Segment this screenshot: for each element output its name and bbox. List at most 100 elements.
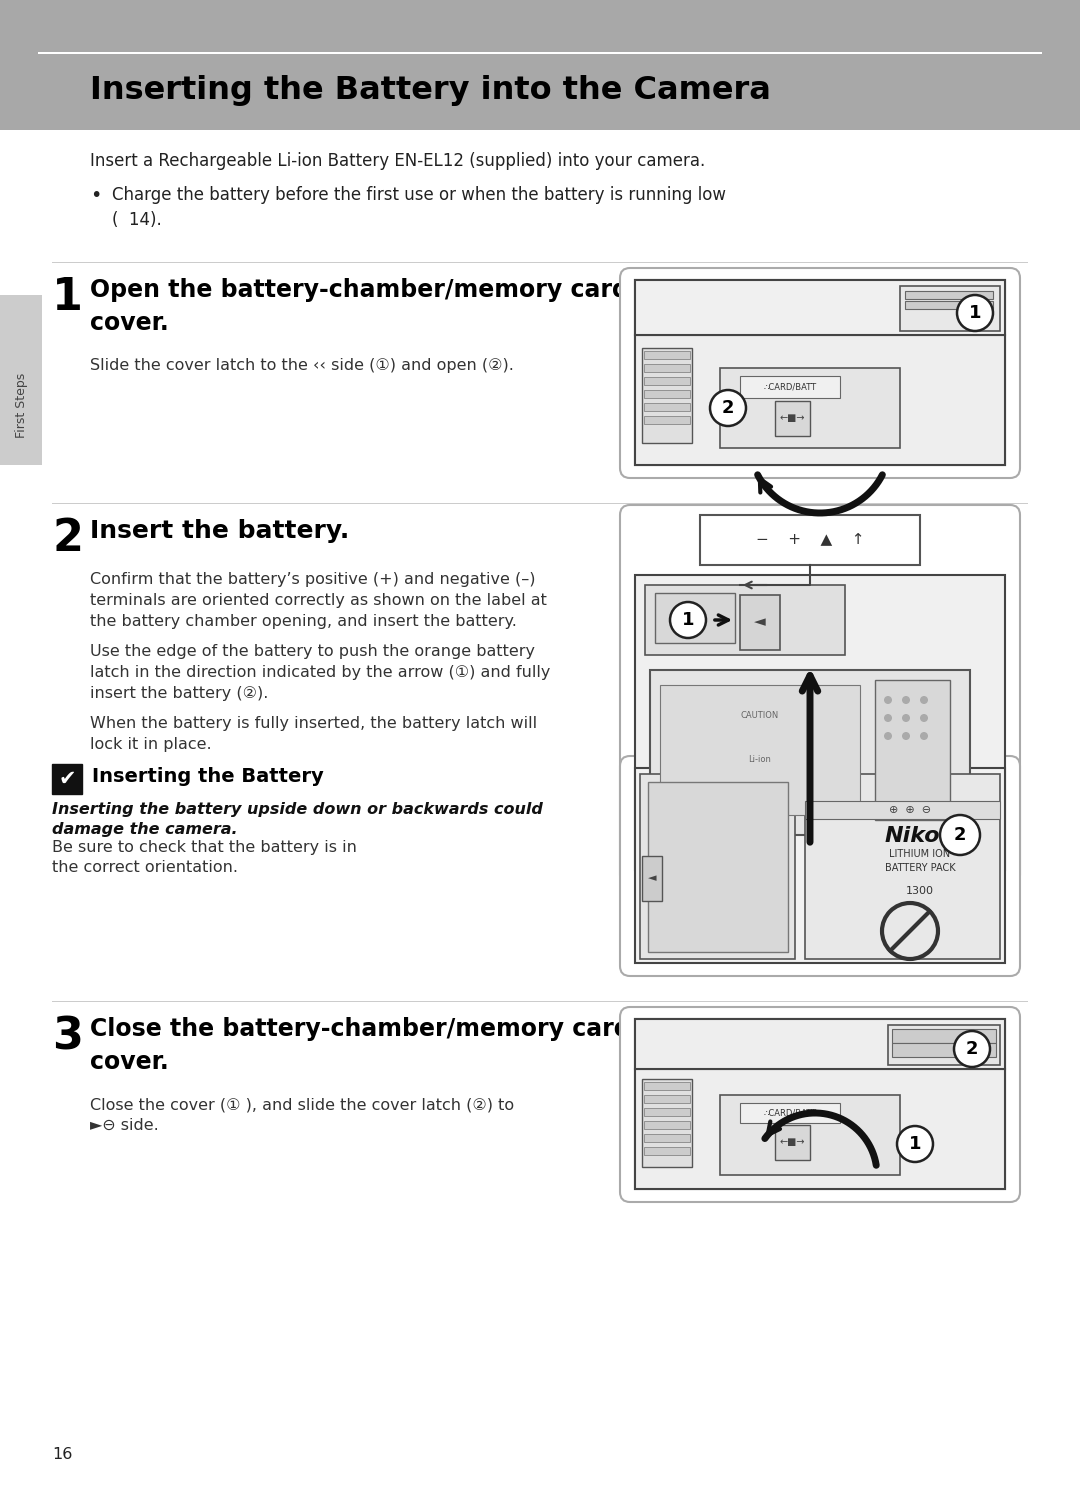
Circle shape bbox=[897, 1126, 933, 1162]
Text: 2: 2 bbox=[966, 1040, 978, 1058]
Circle shape bbox=[885, 713, 892, 722]
Bar bbox=[644, 403, 690, 412]
Bar bbox=[52, 764, 82, 794]
Bar bbox=[660, 685, 860, 814]
Text: 3: 3 bbox=[52, 1015, 83, 1058]
Bar bbox=[635, 768, 1005, 963]
Text: −    +    ▲    ↑: − + ▲ ↑ bbox=[756, 532, 864, 547]
Bar bbox=[635, 1019, 1005, 1068]
Bar bbox=[740, 594, 780, 649]
Bar bbox=[644, 1109, 690, 1116]
Text: Li-ion: Li-ion bbox=[748, 755, 771, 764]
FancyBboxPatch shape bbox=[620, 756, 1020, 976]
Circle shape bbox=[670, 602, 706, 637]
Text: LITHIUM ION
BATTERY PACK: LITHIUM ION BATTERY PACK bbox=[885, 850, 956, 872]
Text: Use the edge of the battery to push the orange battery
latch in the direction in: Use the edge of the battery to push the … bbox=[90, 643, 551, 701]
Bar bbox=[644, 351, 690, 360]
Text: First Steps: First Steps bbox=[14, 373, 27, 437]
Text: Insert the battery.: Insert the battery. bbox=[90, 519, 349, 542]
Bar bbox=[644, 1120, 690, 1129]
Bar bbox=[640, 774, 795, 958]
Text: 1: 1 bbox=[52, 276, 83, 319]
Bar bbox=[720, 1095, 900, 1175]
Text: ←■→: ←■→ bbox=[780, 413, 805, 424]
Bar bbox=[700, 516, 920, 565]
Text: 2: 2 bbox=[721, 400, 734, 418]
Bar bbox=[650, 670, 970, 835]
Bar bbox=[648, 782, 788, 953]
Text: Slide the cover latch to the ‹‹ side (①) and open (②).: Slide the cover latch to the ‹‹ side (①)… bbox=[90, 358, 514, 373]
Circle shape bbox=[902, 695, 910, 704]
Text: ⊕  ⊕  ⊖: ⊕ ⊕ ⊖ bbox=[889, 805, 931, 814]
Bar bbox=[635, 575, 1005, 869]
Bar bbox=[775, 1125, 810, 1161]
Bar bbox=[905, 291, 993, 299]
Bar bbox=[740, 376, 840, 398]
Text: Insert a Rechargeable Li-ion Battery EN-EL12 (supplied) into your camera.: Insert a Rechargeable Li-ion Battery EN-… bbox=[90, 152, 705, 169]
Bar bbox=[888, 1025, 1000, 1065]
Circle shape bbox=[954, 1031, 990, 1067]
Text: 1300: 1300 bbox=[906, 886, 934, 896]
Circle shape bbox=[940, 814, 980, 854]
Text: 2: 2 bbox=[52, 517, 83, 560]
Circle shape bbox=[710, 389, 746, 426]
Text: ◄: ◄ bbox=[754, 615, 766, 630]
Bar bbox=[0, 296, 42, 465]
Bar bbox=[720, 369, 900, 447]
Text: Be sure to check that the battery is in
the correct orientation.: Be sure to check that the battery is in … bbox=[52, 840, 356, 875]
Text: 1: 1 bbox=[908, 1135, 921, 1153]
Bar bbox=[642, 1079, 692, 1167]
Text: 1: 1 bbox=[681, 611, 694, 629]
Bar bbox=[875, 681, 950, 820]
Bar bbox=[644, 1082, 690, 1091]
Bar bbox=[892, 1043, 996, 1057]
Circle shape bbox=[920, 695, 928, 704]
Bar bbox=[642, 348, 692, 443]
Text: Close the battery-chamber/memory card slot
cover.: Close the battery-chamber/memory card sl… bbox=[90, 1016, 689, 1073]
Bar bbox=[644, 377, 690, 385]
Text: 16: 16 bbox=[52, 1447, 72, 1462]
Circle shape bbox=[885, 695, 892, 704]
Text: Inserting the battery upside down or backwards could
damage the camera.: Inserting the battery upside down or bac… bbox=[52, 802, 543, 838]
Bar bbox=[642, 856, 662, 901]
Text: 2: 2 bbox=[954, 826, 967, 844]
Text: 1: 1 bbox=[969, 305, 982, 322]
FancyBboxPatch shape bbox=[620, 267, 1020, 478]
Bar bbox=[635, 1068, 1005, 1189]
Text: ✔: ✔ bbox=[58, 768, 76, 789]
Text: Close the cover (① ), and slide the cover latch (②) to
►⊖ side.: Close the cover (① ), and slide the cove… bbox=[90, 1097, 514, 1132]
Bar bbox=[644, 364, 690, 372]
Bar bbox=[644, 1134, 690, 1143]
Text: Nikon: Nikon bbox=[885, 826, 956, 846]
Circle shape bbox=[902, 713, 910, 722]
Circle shape bbox=[902, 733, 910, 740]
Bar bbox=[740, 1103, 840, 1123]
FancyBboxPatch shape bbox=[620, 1008, 1020, 1202]
Bar bbox=[805, 774, 1000, 958]
Bar bbox=[805, 801, 1000, 819]
Text: When the battery is fully inserted, the battery latch will
lock it in place.: When the battery is fully inserted, the … bbox=[90, 716, 537, 752]
Circle shape bbox=[885, 733, 892, 740]
Text: Inserting the Battery: Inserting the Battery bbox=[92, 767, 324, 786]
Bar bbox=[635, 1019, 1005, 1189]
Bar bbox=[38, 52, 1042, 53]
Text: CAUTION: CAUTION bbox=[741, 710, 779, 719]
Text: ←■→: ←■→ bbox=[780, 1137, 805, 1147]
Bar bbox=[0, 0, 1080, 129]
Text: Inserting the Battery into the Camera: Inserting the Battery into the Camera bbox=[90, 74, 771, 106]
Bar bbox=[635, 279, 1005, 334]
Bar bbox=[905, 302, 993, 309]
Circle shape bbox=[920, 733, 928, 740]
Text: •: • bbox=[90, 186, 102, 205]
Text: ∴CARD/BATT: ∴CARD/BATT bbox=[764, 382, 816, 391]
Bar bbox=[892, 1028, 996, 1043]
Bar bbox=[644, 1147, 690, 1155]
Text: Open the battery-chamber/memory card slot
cover.: Open the battery-chamber/memory card slo… bbox=[90, 278, 687, 334]
Text: ∴CARD/BATT: ∴CARD/BATT bbox=[764, 1109, 816, 1117]
Circle shape bbox=[957, 296, 993, 331]
Bar bbox=[635, 334, 1005, 465]
Bar bbox=[644, 389, 690, 398]
FancyBboxPatch shape bbox=[620, 505, 1020, 886]
Bar bbox=[644, 416, 690, 424]
Text: ◄: ◄ bbox=[648, 872, 657, 883]
